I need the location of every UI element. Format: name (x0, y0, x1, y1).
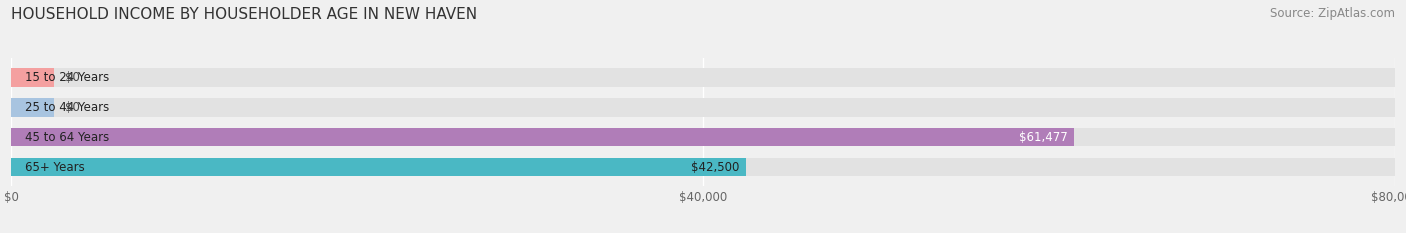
Text: $0: $0 (65, 71, 80, 84)
Text: HOUSEHOLD INCOME BY HOUSEHOLDER AGE IN NEW HAVEN: HOUSEHOLD INCOME BY HOUSEHOLDER AGE IN N… (11, 7, 478, 22)
Bar (11, 68, 1395, 87)
Text: 65+ Years: 65+ Years (25, 161, 84, 174)
Text: Source: ZipAtlas.com: Source: ZipAtlas.com (1270, 7, 1395, 20)
Bar (11, 98, 1395, 117)
Bar (11, 128, 1074, 147)
Text: $42,500: $42,500 (690, 161, 740, 174)
Text: 45 to 64 Years: 45 to 64 Years (25, 131, 110, 144)
Bar (11, 158, 747, 176)
Bar (11, 128, 1395, 147)
Text: $61,477: $61,477 (1019, 131, 1067, 144)
Text: 25 to 44 Years: 25 to 44 Years (25, 101, 110, 114)
Bar (11, 98, 55, 117)
Bar (11, 68, 55, 87)
Text: 15 to 24 Years: 15 to 24 Years (25, 71, 110, 84)
Bar (11, 158, 1395, 176)
Text: $0: $0 (65, 101, 80, 114)
